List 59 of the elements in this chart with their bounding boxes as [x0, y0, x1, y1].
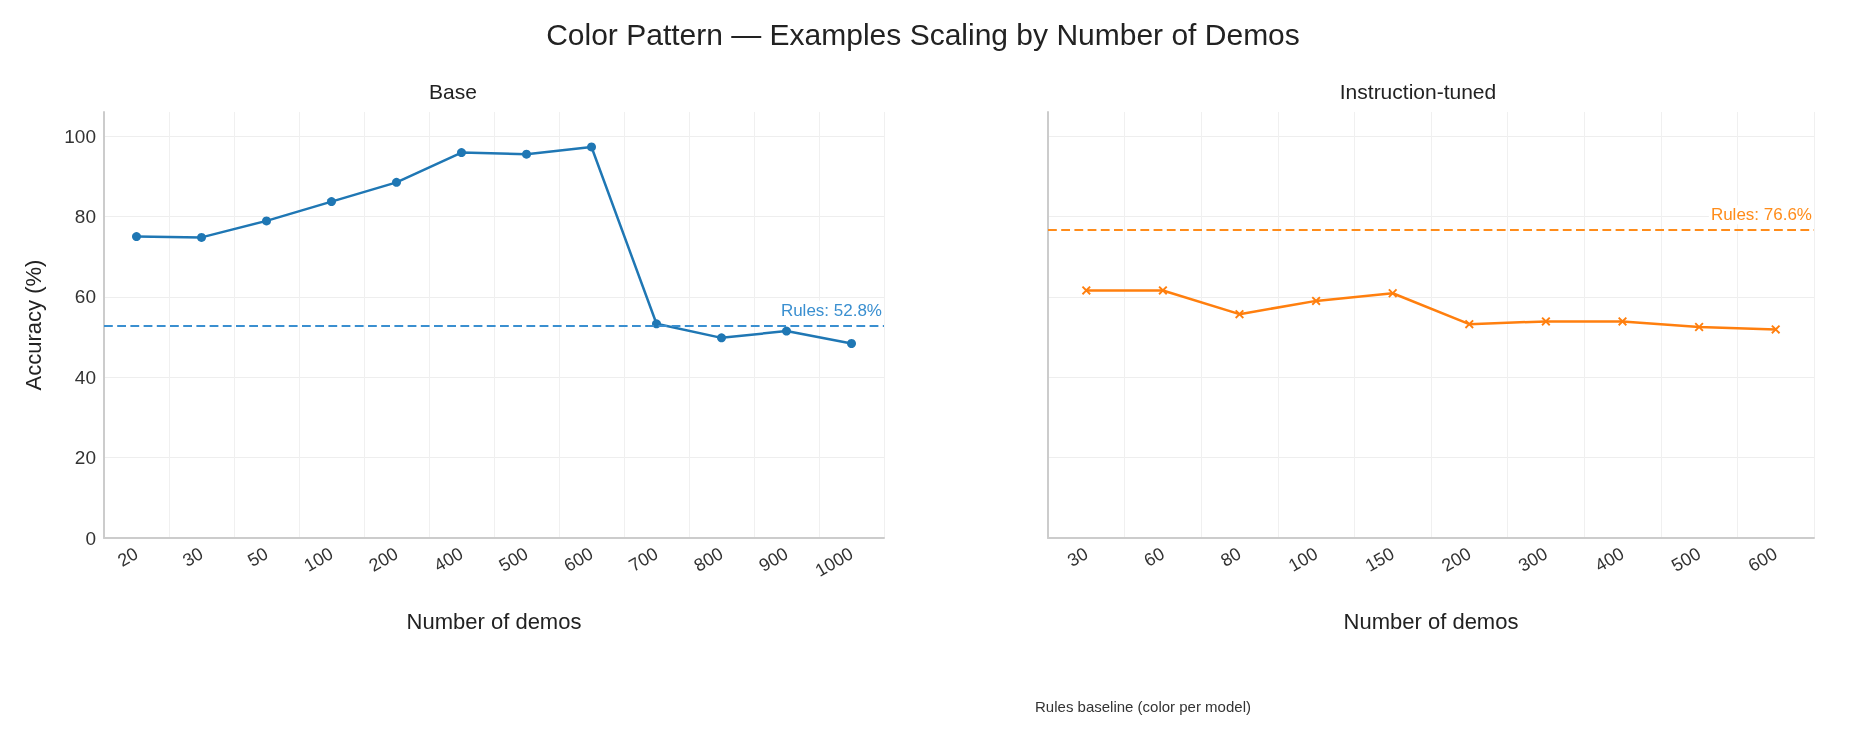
y-tick-label: 40	[74, 366, 96, 388]
x-tick-label: 100	[300, 543, 337, 576]
point	[1464, 319, 1474, 329]
point	[587, 142, 596, 152]
point	[132, 232, 141, 242]
point	[1081, 285, 1091, 295]
point	[1771, 324, 1781, 334]
x-tick-label: 30	[1063, 543, 1092, 571]
x-tick-label: 150	[1361, 543, 1398, 576]
x-tick-label: 400	[430, 543, 467, 576]
point	[1311, 296, 1321, 306]
point	[522, 149, 531, 159]
x-tick-label: 400	[1591, 543, 1628, 576]
x-tick-label: 30	[179, 543, 207, 571]
x-tick-label: 500	[495, 543, 532, 576]
point	[1235, 309, 1244, 319]
x-tick-label: 300	[1514, 543, 1551, 576]
x-tick-label: 600	[1744, 543, 1781, 576]
y-tick-label: 0	[85, 527, 96, 549]
point	[262, 216, 271, 226]
text: Color Pattern — Examples Scaling by Number of Demos	[546, 18, 1300, 51]
text: Rules baseline (color per model)	[1035, 698, 1251, 715]
y-tick-label: 100	[64, 125, 96, 147]
point	[457, 148, 466, 158]
y-tick-label: 60	[74, 286, 96, 308]
x-tick-label: 900	[755, 543, 792, 576]
point	[197, 232, 206, 242]
x-tick-label: 200	[1438, 543, 1475, 576]
point	[1158, 285, 1168, 295]
x-tick-label: 1000	[811, 543, 857, 581]
x-tick-label: 100	[1285, 543, 1322, 576]
y-tick-label: 80	[74, 205, 96, 227]
point	[392, 177, 401, 187]
x-tick-label: 20	[114, 543, 142, 571]
x-tick-label: 80	[1217, 543, 1245, 571]
x-axis-title: Number of demos	[406, 608, 582, 634]
point	[1618, 316, 1627, 326]
x-axis-title: Number of demos	[1343, 608, 1519, 634]
x-tick-label: 500	[1668, 543, 1705, 576]
point	[327, 197, 336, 207]
x-tick-label: 50	[244, 543, 272, 571]
x-tick-label: 700	[625, 543, 662, 576]
point	[1694, 322, 1704, 332]
ref-line-label: Rules: 76.6%	[1710, 205, 1812, 225]
point	[652, 319, 661, 329]
point	[1388, 288, 1398, 298]
point	[1541, 316, 1551, 326]
x-tick-label: 800	[690, 543, 727, 576]
y-tick-label: 20	[74, 447, 96, 469]
chart-title: Base	[429, 80, 477, 103]
chart-title: Instruction-tuned	[1339, 80, 1497, 103]
x-tick-label: 200	[365, 543, 402, 576]
ref-line-label: Rules: 52.8%	[780, 300, 882, 320]
point	[782, 326, 791, 336]
point	[847, 338, 856, 348]
point	[717, 333, 726, 343]
y-axis-title: Accuracy (%)	[20, 259, 46, 391]
x-tick-label: 600	[560, 543, 597, 576]
x-tick-label: 60	[1140, 543, 1168, 571]
